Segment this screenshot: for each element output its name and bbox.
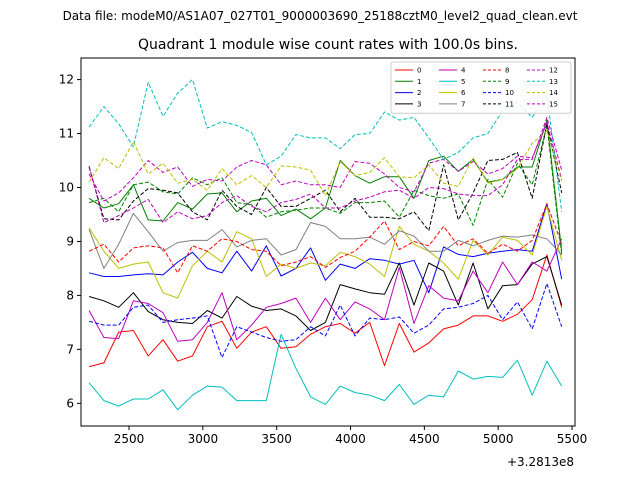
x-tick-label: 3500 [261, 432, 292, 446]
legend-label-8: 8 [505, 67, 509, 75]
legend-label-2: 2 [417, 89, 421, 97]
y-tick-label: 8 [66, 288, 74, 302]
legend-label-6: 6 [461, 89, 466, 97]
legend-label-9: 9 [505, 78, 509, 86]
series-line-8 [88, 203, 563, 274]
series-line-10 [88, 283, 563, 358]
series-line-0 [88, 254, 563, 368]
y-tick-label: 7 [66, 342, 74, 356]
y-tick-label: 6 [66, 396, 74, 410]
legend-frame [390, 61, 572, 114]
x-axis: 2500 3000 3500 4000 4500 5000 5500 [114, 426, 588, 446]
x-tick-label: 5000 [483, 432, 514, 446]
x-tick-label: 4500 [409, 432, 440, 446]
legend-label-3: 3 [417, 100, 421, 108]
series-line-15 [88, 116, 563, 224]
y-tick-label: 11 [59, 127, 74, 141]
x-tick-label: 2500 [114, 432, 145, 446]
legend-label-12: 12 [549, 67, 558, 75]
legend-label-1: 1 [417, 78, 421, 86]
legend-label-11: 11 [505, 100, 514, 108]
axes-frame [80, 57, 576, 427]
x-tick-label: 4000 [335, 432, 366, 446]
legend-label-5: 5 [461, 78, 465, 86]
legend-label-14: 14 [549, 89, 558, 97]
series-line-2 [88, 203, 563, 294]
y-tick-label: 12 [59, 73, 74, 87]
series-line-3 [88, 256, 563, 331]
y-tick-label: 10 [59, 181, 74, 195]
series-layer [88, 79, 563, 411]
legend-label-13: 13 [549, 78, 558, 86]
y-tick-label: 9 [66, 234, 74, 248]
suptitle: Data file: modeM0/AS1A07_027T01_90000036… [63, 9, 578, 23]
series-line-13 [88, 79, 563, 212]
series-line-7 [88, 212, 563, 269]
legend-label-15: 15 [549, 100, 558, 108]
x-tick-label: 3000 [188, 432, 219, 446]
series-line-6 [88, 205, 563, 299]
legend-label-4: 4 [461, 67, 466, 75]
legend-label-10: 10 [505, 89, 514, 97]
legend-label-0: 0 [417, 67, 421, 75]
x-offset-label: +3.2813e8 [507, 455, 574, 469]
y-axis: 6 7 8 9 10 11 12 [59, 73, 81, 410]
series-line-4 [88, 238, 563, 342]
legend-label-7: 7 [461, 100, 465, 108]
series-line-14 [88, 130, 563, 197]
x-tick-label: 5500 [557, 432, 588, 446]
series-line-5 [88, 333, 563, 411]
chart-title: Quadrant 1 module wise count rates with … [138, 37, 518, 53]
series-line-11 [88, 123, 563, 232]
